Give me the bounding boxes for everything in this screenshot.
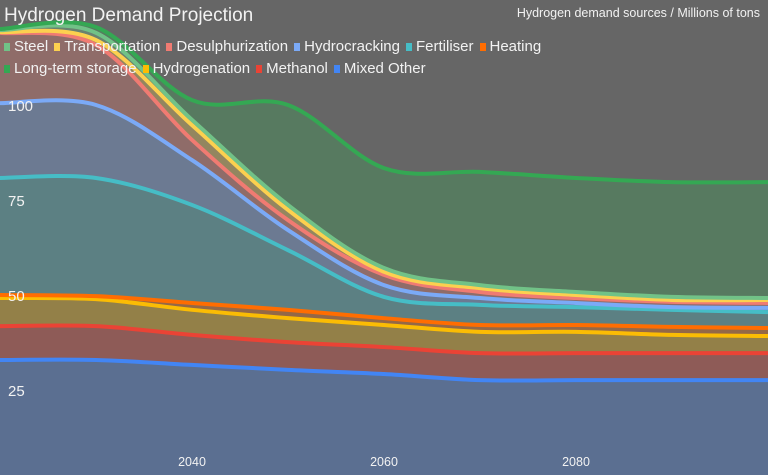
- line-hydrocracking: [0, 98, 768, 310]
- legend-label: Transportation: [64, 38, 161, 55]
- line-methanol: [0, 323, 768, 356]
- legend-swatch: [142, 65, 149, 73]
- legend-swatch: [405, 43, 412, 51]
- line-mixed-other: [0, 357, 768, 383]
- legend: Steel Transportation Desulphurization Hydro…: [4, 36, 704, 80]
- legend-item[interactable]: Heating: [479, 36, 542, 58]
- legend-label: Heating: [489, 38, 542, 55]
- area-methanol: [0, 325, 768, 381]
- y-tick-label: 100: [8, 98, 33, 115]
- legend-item[interactable]: Methanol: [256, 58, 328, 80]
- legend-item[interactable]: Mixed Other: [333, 58, 426, 80]
- y-tick-label: 75: [8, 193, 25, 210]
- line-long-term-storage: [0, 20, 768, 185]
- legend-label: Hydrogenation: [152, 60, 251, 77]
- legend-label: Methanol: [266, 60, 328, 77]
- legend-swatch: [256, 65, 263, 73]
- x-tick-label: 2060: [370, 455, 398, 469]
- area-desulphurization: [0, 32, 768, 308]
- area-fertiliser: [0, 175, 768, 329]
- area-long-term-storage: [0, 22, 768, 299]
- legend-label: Hydrocracking: [304, 38, 400, 55]
- legend-item[interactable]: Transportation: [54, 36, 160, 58]
- x-tick-label: 2080: [562, 455, 590, 469]
- line-heating: [0, 293, 768, 331]
- legend-swatch: [4, 65, 10, 73]
- legend-item[interactable]: Desulphurization: [166, 36, 288, 58]
- line-desulphurization: [0, 30, 768, 305]
- legend-label: Steel: [14, 38, 49, 55]
- legend-swatch: [54, 43, 61, 51]
- line-transportation: [0, 28, 768, 303]
- legend-swatch: [479, 43, 486, 51]
- legend-label: Mixed Other: [343, 60, 426, 77]
- legend-item[interactable]: Fertiliser: [405, 36, 474, 58]
- legend-swatch: [166, 43, 173, 51]
- legend-item[interactable]: Long-term storage: [4, 58, 137, 80]
- legend-label: Long-term storage: [14, 60, 137, 77]
- y-tick-label: 25: [8, 383, 25, 400]
- legend-item[interactable]: Steel: [4, 36, 48, 58]
- legend-swatch: [294, 43, 301, 51]
- chart-title: Hydrogen Demand Projection: [4, 5, 254, 26]
- area-mixed-other: [0, 359, 768, 475]
- legend-item[interactable]: Hydrogenation: [142, 58, 251, 80]
- line-fertiliser: [0, 173, 768, 315]
- legend-swatch: [333, 65, 340, 73]
- chart-subtitle: Hydrogen demand sources / Millions of to…: [516, 6, 760, 20]
- legend-swatch: [4, 43, 10, 51]
- y-tick-label: 50: [8, 288, 25, 305]
- line-steel: [0, 23, 768, 301]
- legend-label: Fertiliser: [415, 38, 474, 55]
- legend-label: Desulphurization: [176, 38, 289, 55]
- x-tick-label: 2040: [178, 455, 206, 469]
- area-hydrocracking: [0, 100, 768, 313]
- legend-item[interactable]: Hydrocracking: [294, 36, 400, 58]
- line-hydrogenation: [0, 295, 768, 339]
